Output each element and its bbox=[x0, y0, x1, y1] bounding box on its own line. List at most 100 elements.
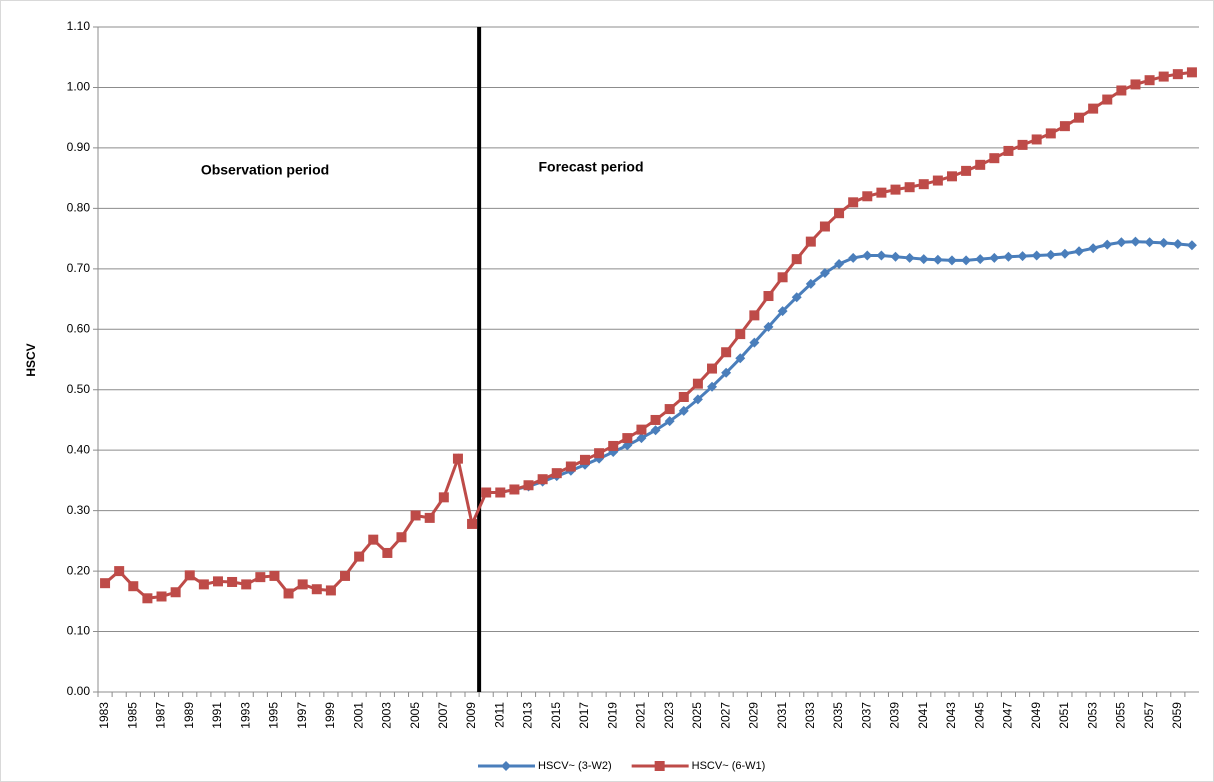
x-tick-label: 1995 bbox=[267, 702, 281, 729]
point bbox=[636, 433, 647, 444]
x-tick-label: 1999 bbox=[323, 702, 337, 729]
point bbox=[989, 252, 1000, 263]
point bbox=[904, 252, 915, 263]
point bbox=[1045, 128, 1056, 139]
x-tick-label: 2003 bbox=[380, 702, 394, 729]
point bbox=[721, 347, 732, 358]
x-tick-label: 2043 bbox=[944, 702, 958, 729]
x-tick-label: 2035 bbox=[831, 702, 845, 729]
x-tick-label: 1997 bbox=[295, 702, 309, 729]
point bbox=[1003, 145, 1014, 156]
point bbox=[932, 175, 943, 186]
point bbox=[170, 587, 181, 598]
point bbox=[848, 252, 859, 263]
x-tick-label: 2039 bbox=[888, 702, 902, 729]
point bbox=[1088, 243, 1099, 254]
x-tick-label: 2031 bbox=[775, 702, 789, 729]
x-tick-label: 2005 bbox=[408, 702, 422, 729]
point bbox=[1074, 112, 1085, 123]
point bbox=[100, 578, 111, 589]
point bbox=[509, 484, 520, 495]
x-tick-label: 2045 bbox=[972, 702, 986, 729]
point bbox=[876, 250, 887, 261]
x-tick-label: 2025 bbox=[690, 702, 704, 729]
point bbox=[156, 591, 167, 602]
point bbox=[198, 579, 209, 590]
point bbox=[1088, 103, 1099, 114]
point bbox=[227, 576, 238, 587]
point bbox=[481, 487, 492, 498]
point bbox=[1116, 85, 1127, 96]
point bbox=[283, 588, 294, 599]
x-tick-label: 2051 bbox=[1057, 702, 1071, 729]
x-tick-label: 2055 bbox=[1114, 702, 1128, 729]
point bbox=[749, 337, 760, 348]
point bbox=[721, 367, 732, 378]
point bbox=[495, 487, 506, 498]
point bbox=[354, 551, 365, 562]
y-tick-label: 0.60 bbox=[67, 321, 91, 335]
legend-label: HSCV~ (3-W2) bbox=[538, 760, 612, 772]
x-tick-label: 2019 bbox=[605, 702, 619, 729]
x-tick-label: 2015 bbox=[549, 702, 563, 729]
point bbox=[834, 258, 845, 269]
point bbox=[410, 510, 421, 521]
point bbox=[805, 236, 816, 247]
point bbox=[1186, 240, 1197, 251]
point bbox=[212, 576, 223, 587]
y-tick-label: 1.00 bbox=[67, 80, 91, 94]
point bbox=[1031, 250, 1042, 261]
x-tick-label: 2017 bbox=[577, 702, 591, 729]
x-tick-label: 2049 bbox=[1029, 702, 1043, 729]
y-tick-label: 0.10 bbox=[67, 624, 91, 638]
y-tick-label: 0.70 bbox=[67, 261, 91, 275]
point bbox=[819, 221, 830, 232]
y-tick-label: 0.30 bbox=[67, 503, 91, 517]
point bbox=[890, 184, 901, 195]
point bbox=[1102, 239, 1113, 250]
point bbox=[735, 353, 746, 364]
point bbox=[438, 492, 449, 503]
point bbox=[184, 570, 195, 581]
x-tick-label: 2041 bbox=[916, 702, 930, 729]
x-tick-label: 2027 bbox=[718, 702, 732, 729]
point bbox=[975, 159, 986, 170]
x-tick-label: 1985 bbox=[125, 702, 139, 729]
point bbox=[241, 579, 252, 590]
point bbox=[763, 321, 774, 332]
point bbox=[1144, 75, 1155, 86]
y-tick-label: 0.90 bbox=[67, 140, 91, 154]
point bbox=[396, 532, 407, 543]
point bbox=[537, 474, 548, 485]
point bbox=[678, 405, 689, 416]
point bbox=[636, 424, 647, 435]
point bbox=[932, 254, 943, 265]
point bbox=[128, 581, 139, 592]
point bbox=[650, 425, 661, 436]
point bbox=[1130, 236, 1141, 247]
point bbox=[961, 255, 972, 266]
point bbox=[1059, 248, 1070, 259]
annotation: Forecast period bbox=[538, 159, 643, 175]
point bbox=[1059, 121, 1070, 132]
x-tick-label: 2013 bbox=[521, 702, 535, 729]
point bbox=[311, 584, 322, 595]
point bbox=[834, 208, 845, 219]
x-tick-label: 2023 bbox=[662, 702, 676, 729]
point bbox=[1144, 237, 1155, 248]
x-tick-label: 2021 bbox=[634, 702, 648, 729]
x-tick-label: 2029 bbox=[747, 702, 761, 729]
x-tick-label: 2033 bbox=[803, 702, 817, 729]
y-tick-label: 0.00 bbox=[67, 684, 91, 698]
y-tick-label: 1.10 bbox=[67, 19, 91, 33]
point bbox=[791, 292, 802, 303]
point bbox=[918, 179, 929, 190]
point bbox=[467, 518, 478, 529]
point bbox=[876, 187, 887, 198]
point bbox=[114, 566, 125, 577]
point bbox=[975, 254, 986, 265]
x-tick-label: 2047 bbox=[1001, 702, 1015, 729]
point bbox=[1102, 94, 1113, 105]
y-tick-label: 0.20 bbox=[67, 563, 91, 577]
x-tick-label: 2011 bbox=[492, 702, 506, 728]
